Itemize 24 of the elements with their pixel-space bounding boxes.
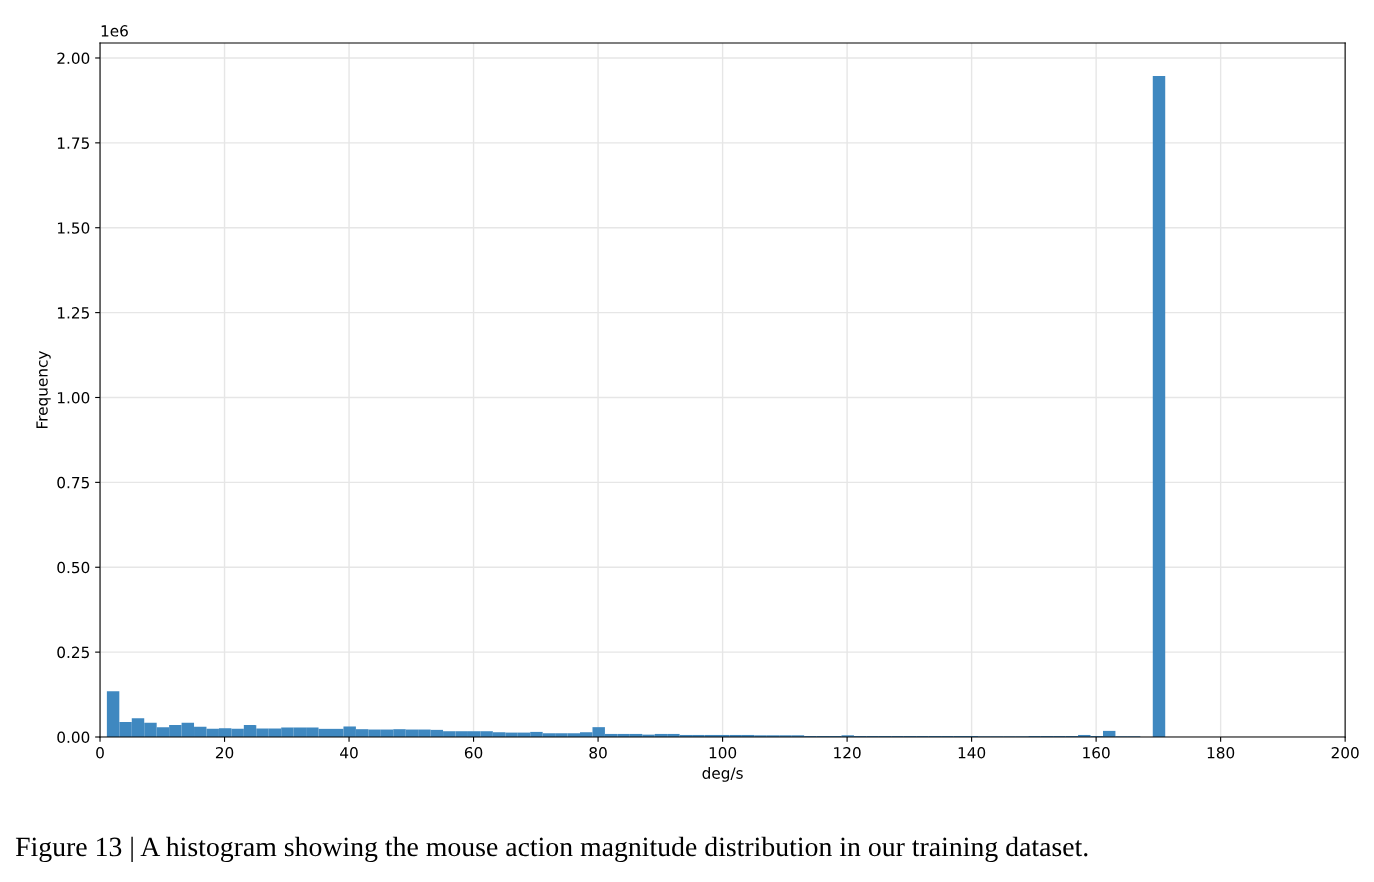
x-tick-label: 80 <box>589 746 607 759</box>
x-tick-label: 180 <box>1207 746 1235 759</box>
y-tick-label: 1.75 <box>57 137 89 149</box>
x-tick-label: 100 <box>709 746 737 759</box>
x-axis-title: deg/s <box>702 767 743 782</box>
x-tick-label: 160 <box>1083 746 1110 759</box>
x-tick-label: 0 <box>96 746 104 759</box>
y-tick-label: 1.00 <box>57 391 90 404</box>
x-tick-label: 40 <box>340 746 358 759</box>
y-tick-label: 0.75 <box>57 476 89 489</box>
y-axis-title: Frequency <box>36 351 51 428</box>
text: 1e6 <box>101 25 128 37</box>
x-tick-label: 140 <box>958 746 986 759</box>
caption: Figure 13 | A histogram showing the mouse action magnitude distribution in our training dataset. <box>15 836 1088 862</box>
x-tick-label: 60 <box>464 746 483 759</box>
y-tick-label: 0.00 <box>57 731 90 744</box>
y-tick-label: 2.00 <box>57 52 90 64</box>
x-tick-label: 200 <box>1331 746 1359 759</box>
x-tick-label: 120 <box>834 746 861 759</box>
y-tick-label: 1.50 <box>57 222 90 234</box>
y-tick-label: 0.25 <box>57 646 89 659</box>
y-tick-label: 0.50 <box>57 561 90 574</box>
x-tick-label: 20 <box>215 746 234 759</box>
y-tick-label: 1.25 <box>57 307 89 319</box>
